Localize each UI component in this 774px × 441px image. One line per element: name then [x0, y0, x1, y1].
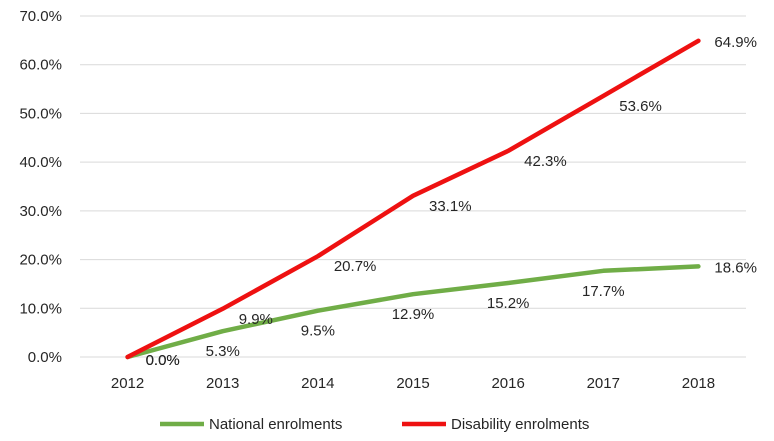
x-tick-label: 2016: [491, 375, 524, 392]
y-tick-label: 60.0%: [19, 57, 62, 74]
data-label: 20.7%: [334, 258, 377, 275]
data-label: 64.9%: [714, 34, 757, 51]
legend: National enrolments Disability enrolments: [160, 416, 589, 433]
x-tick-label: 2014: [301, 375, 334, 392]
disability-enrolments-line: [125, 38, 701, 360]
x-axis-tick-labels: 2012 2013 2014 2015 2016 2017 2018: [111, 375, 715, 392]
data-label: 18.6%: [714, 259, 757, 276]
legend-label: National enrolments: [209, 416, 342, 433]
y-tick-label: 70.0%: [19, 8, 62, 25]
x-tick-label: 2012: [111, 375, 144, 392]
data-label: 33.1%: [429, 198, 472, 215]
y-tick-label: 0.0%: [28, 349, 62, 366]
data-label: 17.7%: [582, 283, 625, 300]
y-axis-tick-labels: 0.0% 10.0% 20.0% 30.0% 40.0% 50.0% 60.0% 70.0%: [19, 8, 62, 366]
y-tick-label: 30.0%: [19, 203, 62, 220]
x-tick-label: 2013: [206, 375, 239, 392]
data-labels: 0.0%5.3%9.5%12.9%15.2%17.7%18.6%0.0%9.9%…: [146, 34, 757, 369]
y-tick-label: 50.0%: [19, 105, 62, 122]
data-label: 5.3%: [206, 343, 240, 360]
data-label: 42.3%: [524, 153, 567, 170]
data-label: 15.2%: [487, 295, 530, 312]
x-tick-label: 2017: [587, 375, 620, 392]
y-tick-label: 20.0%: [19, 252, 62, 269]
x-tick-label: 2015: [396, 375, 429, 392]
series-lines: [125, 38, 701, 360]
data-label: 9.9%: [239, 311, 273, 328]
data-label: 0.0%: [146, 352, 180, 369]
y-tick-label: 40.0%: [19, 154, 62, 171]
data-label: 12.9%: [392, 306, 435, 323]
data-label: 53.6%: [619, 98, 662, 115]
data-label: 0.0%: [146, 352, 180, 369]
data-label: 9.5%: [301, 323, 335, 340]
legend-label: Disability enrolments: [451, 416, 589, 433]
x-tick-label: 2018: [682, 375, 715, 392]
national-enrolments-line: [125, 264, 701, 360]
gridlines: [80, 15, 746, 358]
y-tick-label: 10.0%: [19, 300, 62, 317]
